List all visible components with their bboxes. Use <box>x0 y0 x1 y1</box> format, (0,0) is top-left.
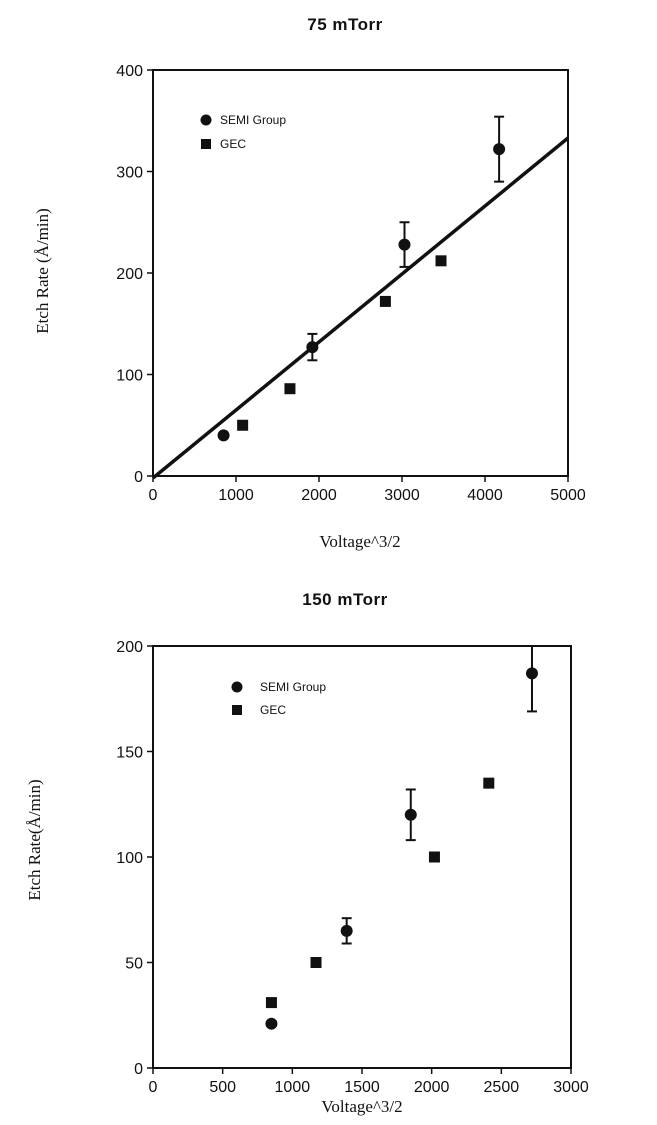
error-bar-group <box>341 645 537 945</box>
legend-circle-icon <box>200 114 212 126</box>
x-axis-label: Voltage^3/2 <box>321 1097 402 1116</box>
x-tick-label: 5000 <box>550 487 586 504</box>
x-tick-label: 3000 <box>553 1079 589 1096</box>
x-tick-label: 500 <box>209 1079 236 1096</box>
legend-label-gec: GEC <box>220 137 246 151</box>
legend-square-icon <box>201 139 211 149</box>
data-point-semi-group <box>525 667 538 680</box>
data-point-gec <box>284 383 296 395</box>
x-tick-label: 4000 <box>467 487 503 504</box>
tick-group: 0 500 1000 1500 2000 2500 3000 0 50 100 150 200 <box>116 639 589 1096</box>
x-tick-label: 1000 <box>275 1079 311 1096</box>
data-point-semi-group <box>340 924 353 937</box>
y-tick-label: 100 <box>116 850 143 867</box>
data-point-gec <box>237 419 249 431</box>
chart-title: 75 mTorr <box>307 15 383 34</box>
fit-line-group <box>151 136 570 480</box>
legend: SEMI Group GEC <box>231 680 326 717</box>
error-bar-group <box>307 115 505 362</box>
data-point-gec <box>310 957 322 968</box>
y-tick-label: 50 <box>125 956 143 973</box>
fit-line <box>151 136 570 480</box>
marker-group <box>265 667 538 1030</box>
x-tick-label: 0 <box>149 487 158 504</box>
legend-label-semi-group: SEMI Group <box>220 113 286 127</box>
data-point-gec <box>483 777 495 789</box>
data-point-gec <box>435 255 447 267</box>
y-tick-label: 400 <box>116 63 143 80</box>
tick-group: 0 1000 2000 3000 4000 5000 0 100 200 300 400 <box>116 63 586 504</box>
data-point-semi-group <box>404 808 417 821</box>
x-tick-label: 2500 <box>484 1079 520 1096</box>
data-point-semi-group <box>306 341 319 354</box>
data-point-gec <box>379 295 391 307</box>
y-axis-label: Etch Rate(Å/min) <box>25 779 44 900</box>
x-axis-label: Voltage^3/2 <box>319 532 400 551</box>
y-tick-label: 0 <box>134 1061 143 1078</box>
y-tick-label: 200 <box>116 266 143 283</box>
legend-label-gec: GEC <box>260 703 286 717</box>
x-tick-label: 0 <box>149 1079 158 1096</box>
x-tick-label: 3000 <box>384 487 420 504</box>
x-tick-label: 1500 <box>344 1079 380 1096</box>
chart-75-mtorr: 75 mTorr Voltage^3/2 Etch Rate (Å/min) 0… <box>33 15 586 551</box>
data-point-semi-group <box>493 143 506 156</box>
y-tick-label: 150 <box>116 745 143 762</box>
data-point-gec <box>428 851 440 863</box>
y-tick-label: 0 <box>134 469 143 486</box>
data-point-semi-group <box>217 429 230 442</box>
y-tick-label: 200 <box>116 639 143 656</box>
plot-frame <box>152 69 569 477</box>
y-axis-label: Etch Rate (Å/min) <box>33 208 52 334</box>
data-point-gec <box>265 997 277 1009</box>
x-tick-label: 2000 <box>301 487 337 504</box>
marker-group <box>217 143 506 442</box>
data-point-semi-group <box>398 238 411 251</box>
chart-title: 150 mTorr <box>302 590 387 609</box>
y-tick-label: 100 <box>116 368 143 385</box>
legend: SEMI Group GEC <box>200 113 286 151</box>
x-tick-label: 1000 <box>218 487 254 504</box>
x-tick-label: 2000 <box>414 1079 450 1096</box>
data-point-semi-group <box>265 1017 278 1030</box>
legend-label-semi-group: SEMI Group <box>260 680 326 694</box>
plot-frame <box>152 645 572 1069</box>
legend-square-icon <box>232 705 242 715</box>
y-tick-label: 300 <box>116 165 143 182</box>
chart-150-mtorr: 150 mTorr Voltage^3/2 Etch Rate(Å/min) 0… <box>25 590 589 1116</box>
legend-circle-icon <box>231 681 243 693</box>
